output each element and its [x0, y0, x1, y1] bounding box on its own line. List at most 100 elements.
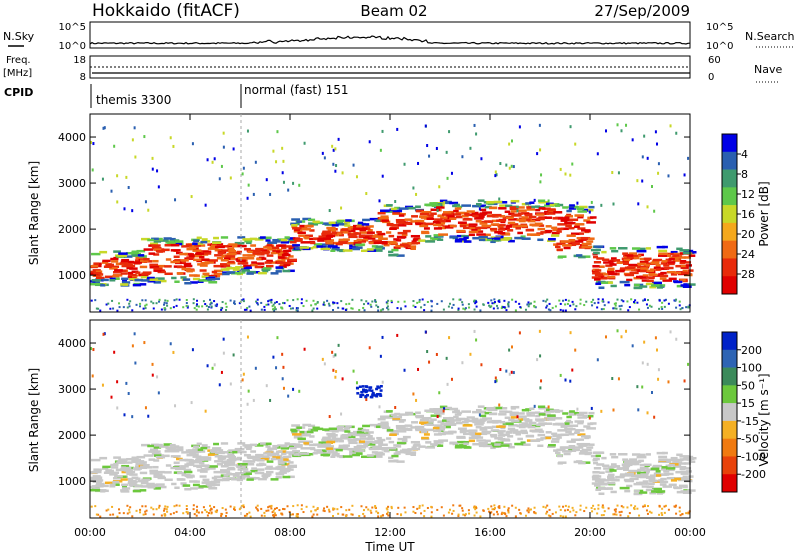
power-cell	[318, 235, 327, 238]
velocity-cell	[393, 452, 401, 455]
velocity-cell	[218, 383, 221, 387]
power-cell	[497, 224, 506, 227]
power-cell	[582, 208, 588, 212]
velocity-cell	[118, 458, 128, 461]
power-cell	[297, 231, 306, 235]
power-cell	[209, 303, 212, 306]
power-cell	[91, 252, 101, 256]
velocity-cell	[109, 473, 118, 476]
velocity-cell	[616, 504, 619, 507]
power-cell	[118, 302, 121, 305]
velocity-cell	[377, 417, 386, 421]
power-cell	[121, 264, 127, 268]
velocity-cell	[493, 508, 496, 511]
velocity-cell	[291, 513, 294, 516]
velocity-cell	[462, 513, 465, 516]
power-cell	[160, 308, 163, 311]
power-cell	[270, 251, 277, 255]
y-tick-label: 3000	[58, 177, 86, 190]
power-cell	[602, 258, 610, 262]
colorbar-swatch	[722, 438, 737, 457]
velocity-cell	[645, 453, 651, 456]
power-cell	[602, 273, 610, 276]
velocity-cell	[457, 514, 460, 517]
velocity-cell	[289, 444, 299, 448]
velocity-cell	[564, 424, 573, 428]
power-cell	[648, 304, 651, 307]
power-cell	[144, 200, 147, 204]
power-cell	[211, 270, 218, 274]
power-cell	[463, 236, 469, 240]
velocity-cell	[688, 460, 696, 463]
power-cell	[174, 280, 180, 283]
power-cell	[186, 247, 194, 251]
power-cell	[141, 237, 150, 241]
power-cell	[424, 203, 433, 207]
velocity-cell	[461, 507, 464, 510]
velocity-cell	[272, 452, 280, 456]
velocity-cell	[597, 504, 600, 507]
velocity-cell	[263, 442, 272, 446]
velocity-cell	[192, 455, 202, 458]
velocity-cell	[411, 446, 417, 449]
velocity-cell	[260, 507, 263, 510]
power-cell	[412, 238, 419, 241]
velocity-cell	[538, 329, 541, 333]
y-tick-label: 3000	[58, 383, 86, 396]
power-cell	[151, 244, 161, 247]
power-cell	[339, 240, 349, 244]
nsky-trace	[89, 35, 691, 45]
velocity-cell	[445, 356, 448, 360]
power-cell	[208, 259, 218, 262]
velocity-cell	[252, 458, 261, 461]
velocity-cell	[287, 475, 295, 479]
power-cell	[526, 206, 532, 209]
velocity-cell	[667, 468, 675, 472]
velocity-cell	[267, 454, 277, 457]
velocity-cell	[144, 513, 147, 516]
velocity-cell	[499, 368, 502, 372]
power-cell	[283, 302, 286, 305]
velocity-cell	[579, 504, 582, 507]
velocity-cell	[480, 410, 487, 413]
power-cell	[595, 248, 601, 252]
velocity-cell	[461, 361, 464, 365]
power-cell	[588, 237, 595, 240]
power-cell	[508, 239, 515, 243]
velocity-cell	[313, 443, 322, 446]
power-cell	[664, 266, 674, 270]
power-cell	[632, 254, 639, 258]
velocity-cell	[613, 513, 616, 516]
velocity-cell	[188, 460, 195, 464]
velocity-cell	[456, 435, 466, 439]
power-cell	[141, 279, 150, 282]
velocity-cell	[293, 436, 303, 439]
velocity-cell	[400, 513, 403, 516]
velocity-cell	[653, 472, 661, 476]
velocity-cell	[536, 423, 545, 427]
power-cell	[519, 306, 522, 309]
velocity-cell	[341, 437, 349, 440]
velocity-cell	[192, 504, 195, 507]
power-cell	[574, 205, 580, 209]
velocity-cell	[407, 451, 417, 454]
power-cell	[613, 302, 616, 305]
velocity-cell	[248, 511, 251, 514]
velocity-cell	[514, 515, 517, 518]
power-cell	[358, 308, 361, 311]
velocity-cell	[544, 506, 547, 509]
power-cell	[386, 204, 393, 207]
velocity-cell	[167, 447, 176, 451]
x-tick-label: 00:00	[74, 526, 106, 539]
power-cell	[676, 247, 683, 251]
power-cell	[359, 234, 366, 237]
velocity-cell	[210, 511, 213, 514]
velocity-cell	[172, 350, 175, 354]
nsky-label: N.Sky	[3, 30, 35, 43]
power-cell	[185, 304, 188, 307]
velocity-cell	[297, 437, 306, 441]
power-cell	[140, 259, 149, 262]
velocity-cell	[680, 484, 686, 488]
velocity-cell	[475, 436, 484, 439]
velocity-cell	[202, 478, 210, 482]
